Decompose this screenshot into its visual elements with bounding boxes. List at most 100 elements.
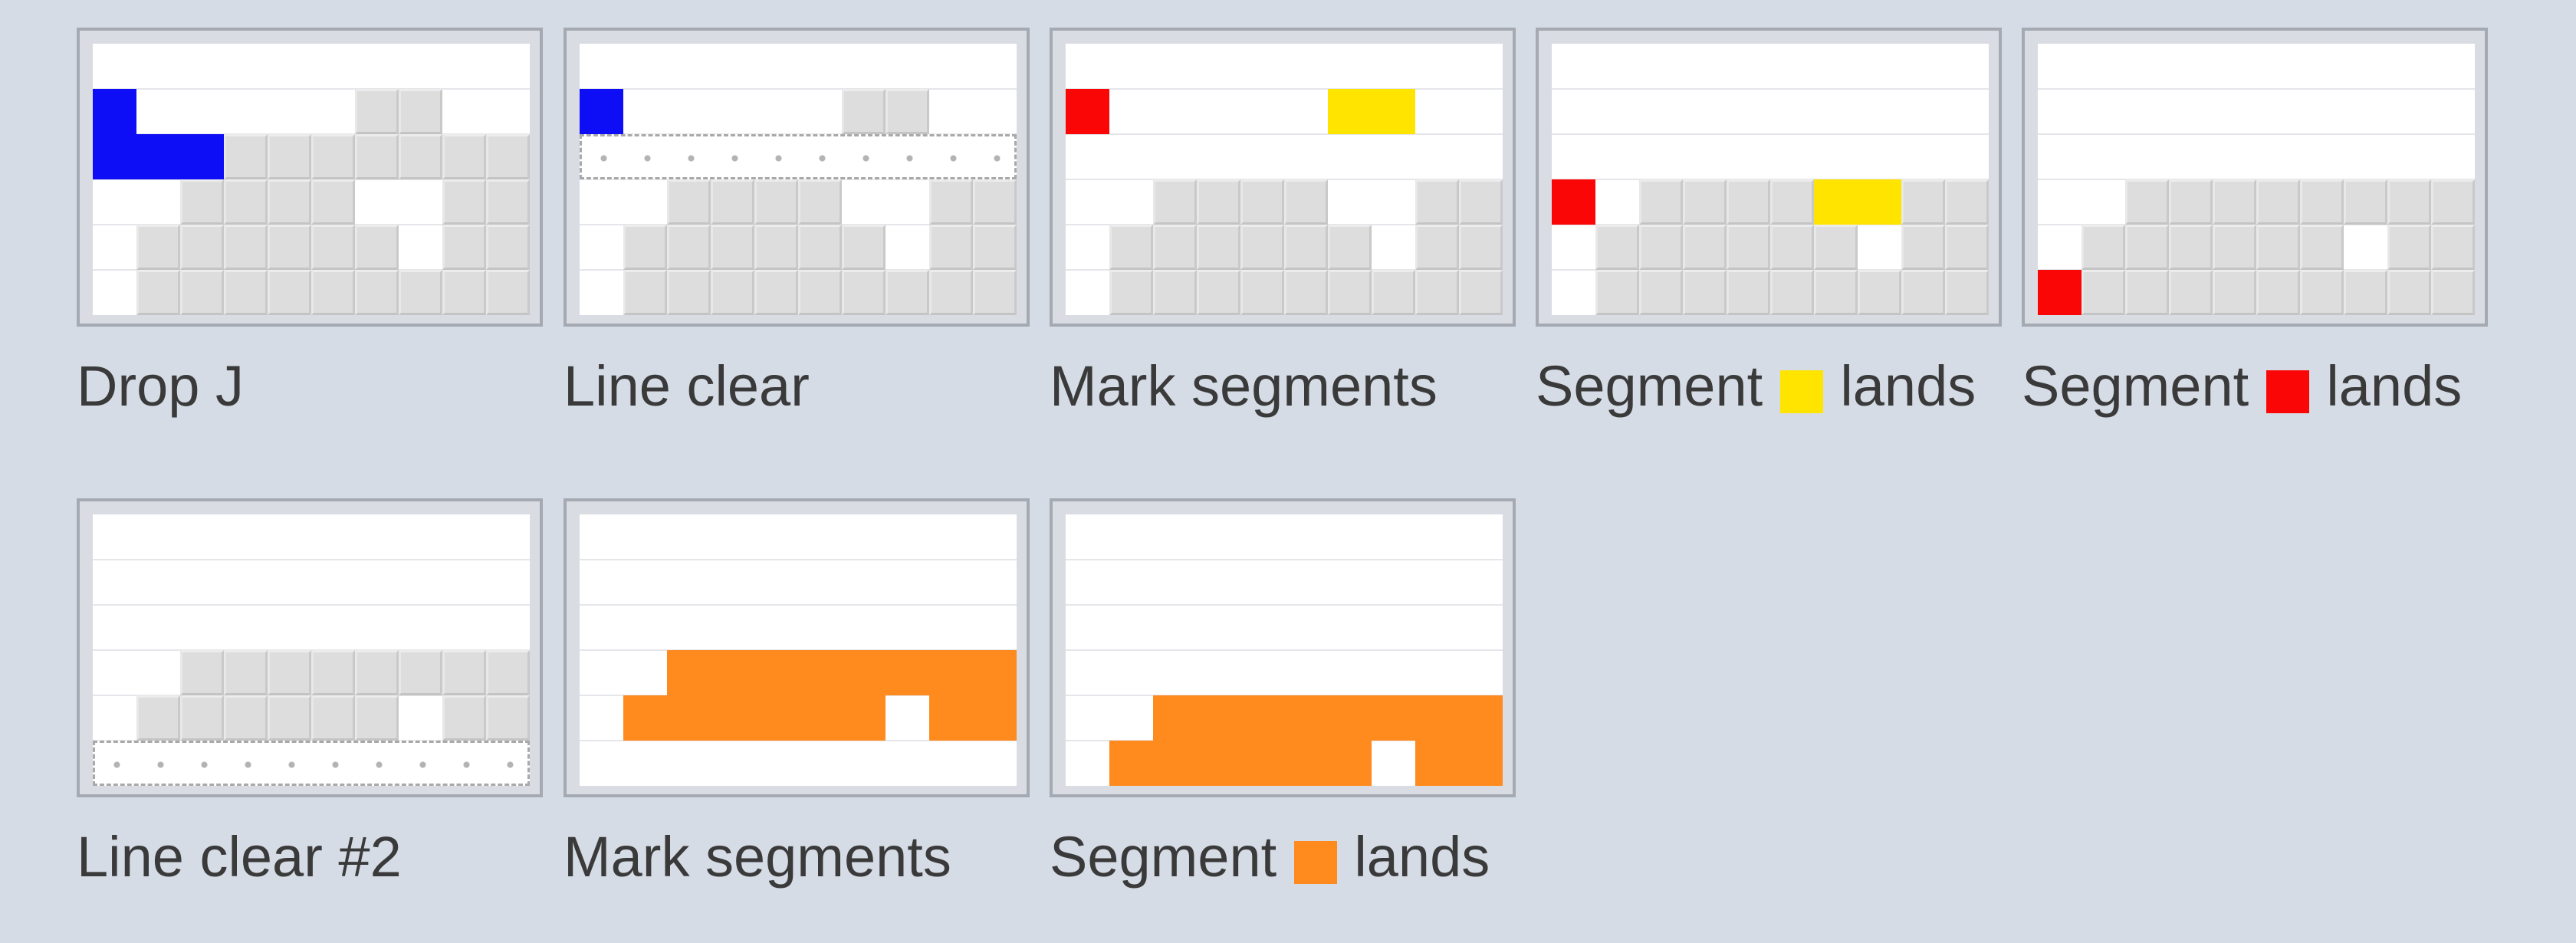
- stack-block: [268, 179, 311, 225]
- stack-block: [1683, 270, 1727, 315]
- stack-block: [136, 225, 180, 270]
- stack-block: [399, 134, 442, 179]
- stack-block: [355, 270, 399, 315]
- stack-block: [2387, 225, 2431, 270]
- step-caption: Drop J: [77, 348, 244, 425]
- stack-block: [1197, 179, 1240, 225]
- stack-block: [1240, 225, 1284, 270]
- stack-block: [180, 650, 224, 695]
- stack-block: [1945, 270, 1989, 315]
- stack-block: [180, 179, 224, 225]
- grid-line: [1066, 604, 1503, 606]
- stack-block: [1153, 225, 1197, 270]
- grid-line: [1552, 133, 1989, 135]
- stack-block: [1683, 179, 1727, 225]
- stack-block: [1595, 270, 1639, 315]
- stack-block: [268, 650, 311, 695]
- stack-block: [754, 270, 798, 315]
- color-swatch: [1779, 370, 1823, 413]
- orange-segment: [1415, 741, 1503, 786]
- blue-segment: [93, 89, 136, 134]
- stack-block: [268, 695, 311, 741]
- red-segment: [2038, 270, 2082, 315]
- stack-block: [486, 270, 530, 315]
- board-frame: [1050, 28, 1516, 327]
- grid-line: [93, 604, 530, 606]
- stack-block: [224, 134, 268, 179]
- stack-block: [1901, 225, 1945, 270]
- stack-block: [842, 225, 886, 270]
- stack-block: [1901, 270, 1945, 315]
- stack-block: [667, 270, 711, 315]
- stack-block: [1415, 179, 1459, 225]
- grid-line: [1066, 88, 1503, 90]
- color-swatch: [1293, 841, 1337, 884]
- stack-block: [355, 134, 399, 179]
- step-caption: Line clear: [564, 348, 810, 425]
- stack-block: [2169, 225, 2213, 270]
- yellow-segment: [1814, 179, 1901, 225]
- stack-block: [1639, 225, 1683, 270]
- stack-block: [311, 134, 355, 179]
- stack-block: [2387, 270, 2431, 315]
- caption-text: Segment: [2022, 354, 2249, 418]
- stack-block: [798, 270, 842, 315]
- stack-block: [1240, 179, 1284, 225]
- caption-text: Drop J: [77, 354, 244, 418]
- stack-block: [486, 650, 530, 695]
- game-board: [580, 44, 1017, 315]
- stack-block: [442, 270, 486, 315]
- stack-block: [754, 225, 798, 270]
- stack-block: [1153, 270, 1197, 315]
- stack-block: [311, 270, 355, 315]
- stack-block: [2387, 179, 2431, 225]
- blue-segment: [93, 134, 224, 179]
- stack-block: [929, 225, 973, 270]
- stack-block: [886, 270, 929, 315]
- stack-block: [2213, 179, 2256, 225]
- game-board: [2038, 44, 2475, 315]
- stack-block: [1683, 225, 1727, 270]
- stack-block: [268, 134, 311, 179]
- stack-block: [2169, 179, 2213, 225]
- step-caption: Segment lands: [1050, 819, 1490, 895]
- caption-text: lands: [1840, 354, 1976, 418]
- stack-block: [1328, 270, 1372, 315]
- stack-block: [1459, 179, 1503, 225]
- board-frame: [1050, 498, 1516, 797]
- stack-block: [2300, 179, 2344, 225]
- grid-line: [1552, 88, 1989, 90]
- stack-block: [180, 270, 224, 315]
- grid-line: [1066, 649, 1503, 651]
- stack-block: [399, 650, 442, 695]
- stack-block: [355, 89, 399, 134]
- board-frame: [564, 498, 1030, 797]
- caption-text: lands: [1354, 825, 1490, 889]
- grid-line: [2038, 133, 2475, 135]
- cleared-line: [580, 134, 1017, 179]
- stack-block: [1372, 270, 1415, 315]
- stack-block: [311, 695, 355, 741]
- stack-block: [886, 89, 929, 134]
- stack-block: [224, 695, 268, 741]
- red-segment: [1066, 89, 1109, 134]
- stack-block: [1284, 225, 1328, 270]
- stack-block: [1240, 270, 1284, 315]
- stack-block: [1109, 225, 1153, 270]
- step-caption: Segment lands: [1536, 348, 1976, 425]
- stack-block: [1770, 270, 1814, 315]
- stack-block: [1415, 270, 1459, 315]
- stack-block: [1459, 225, 1503, 270]
- cleared-line: [93, 741, 530, 786]
- orange-segment: [1153, 695, 1503, 741]
- stack-block: [2125, 270, 2169, 315]
- caption-text: Line clear #2: [77, 825, 402, 889]
- stack-block: [1459, 270, 1503, 315]
- stack-block: [798, 179, 842, 225]
- stack-block: [754, 179, 798, 225]
- game-board: [580, 514, 1017, 786]
- stack-block: [1284, 270, 1328, 315]
- stack-block: [1197, 225, 1240, 270]
- stack-block: [667, 179, 711, 225]
